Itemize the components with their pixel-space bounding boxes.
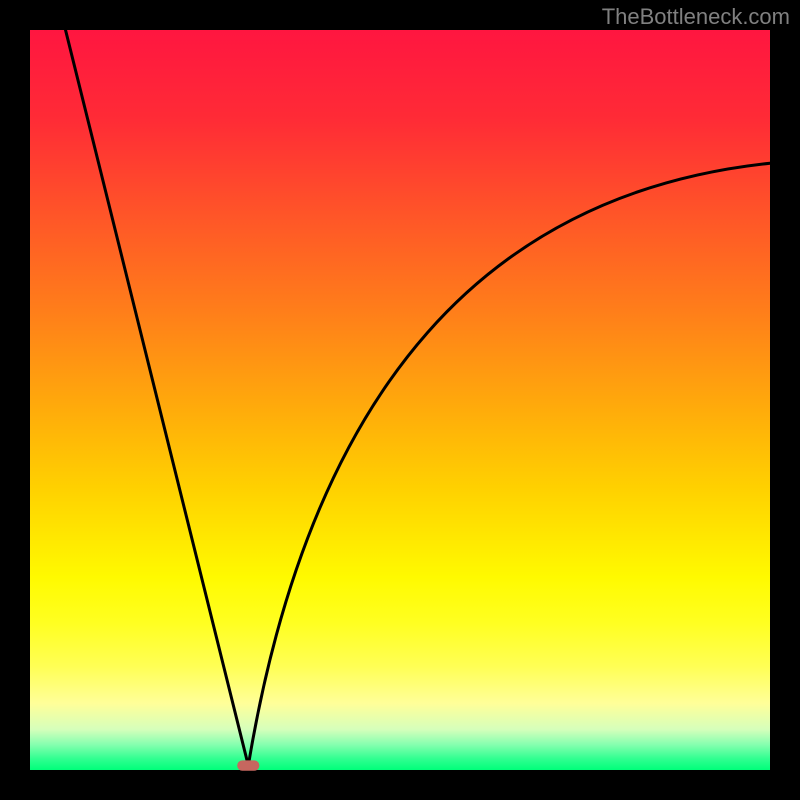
minimum-marker xyxy=(237,760,259,770)
chart-svg xyxy=(0,0,800,800)
chart-plot-area xyxy=(30,30,770,770)
chart-container: TheBottleneck.com xyxy=(0,0,800,800)
watermark-text: TheBottleneck.com xyxy=(602,4,790,30)
